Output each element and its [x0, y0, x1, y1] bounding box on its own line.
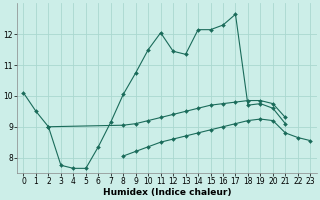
- X-axis label: Humidex (Indice chaleur): Humidex (Indice chaleur): [103, 188, 231, 197]
